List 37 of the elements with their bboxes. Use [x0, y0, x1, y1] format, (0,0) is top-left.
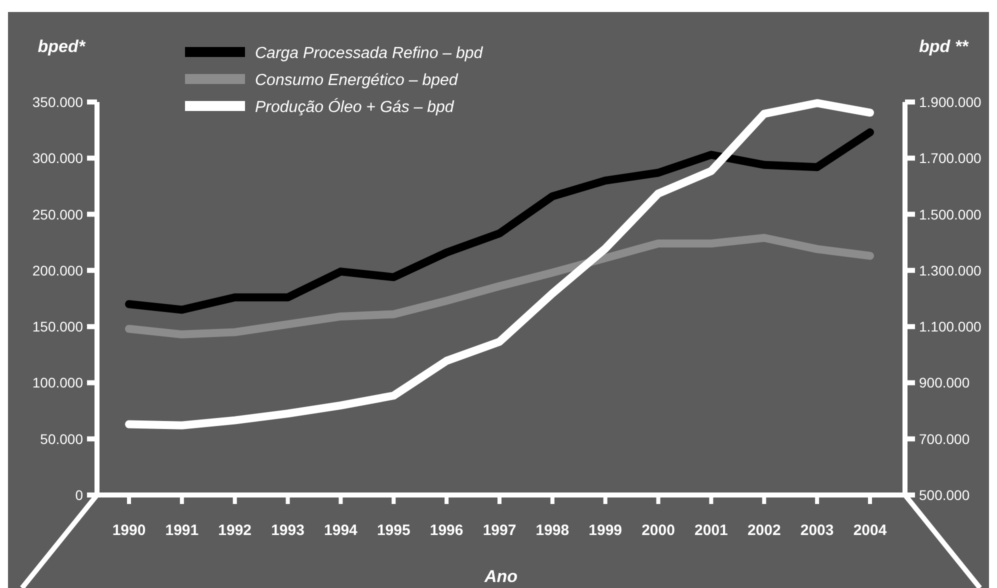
y-tick-label: 300.000 — [32, 150, 84, 166]
x-tick-label: 2003 — [800, 522, 834, 539]
x-tick-label: 1998 — [536, 522, 570, 539]
x-tick-label: 2001 — [694, 522, 728, 539]
y2-tick-label: 1.300.000 — [919, 262, 982, 278]
x-tick-label: 1997 — [482, 522, 516, 539]
x-tick-label: 1994 — [324, 522, 358, 539]
x-tick-label: 1993 — [271, 522, 304, 539]
legend-label: Carga Processada Refino – bpd — [255, 45, 484, 62]
legend-label: Consumo Energético – bped — [255, 72, 459, 89]
y-tick-label: 350.000 — [32, 94, 84, 110]
y-axis-title: bped* — [38, 37, 86, 56]
y2-tick-label: 1.500.000 — [919, 206, 982, 222]
y2-tick-label: 1.100.000 — [919, 318, 982, 335]
x-tick-label: 2004 — [853, 522, 888, 539]
x-tick-label: 1995 — [376, 522, 410, 539]
y2-tick-label: 1.900.000 — [919, 94, 982, 110]
y2-tick-label: 700.000 — [919, 430, 970, 447]
y2-axis-title: bpd ** — [919, 37, 970, 56]
x-axis-title: Ano — [483, 567, 518, 586]
y-tick-label: 100.000 — [32, 374, 84, 391]
y-tick-label: 0 — [75, 487, 84, 503]
x-tick-label: 1992 — [218, 522, 252, 539]
x-tick-label: 2000 — [642, 522, 675, 539]
x-tick-label: 1991 — [165, 522, 199, 539]
legend-label: Produção Óleo + Gás – bpd — [255, 98, 455, 116]
y-tick-label: 250.000 — [32, 206, 84, 222]
y2-tick-label: 500.000 — [919, 487, 970, 503]
x-tick-label: 1990 — [112, 522, 146, 539]
y2-tick-label: 900.000 — [919, 374, 970, 391]
y-tick-label: 50.000 — [40, 430, 84, 447]
x-tick-label: 1999 — [588, 522, 622, 539]
x-tick-label: 2002 — [747, 522, 781, 539]
y2-tick-label: 1.700.000 — [919, 150, 982, 166]
x-tick-label: 1996 — [430, 522, 464, 539]
y-tick-label: 200.000 — [32, 262, 84, 278]
y-tick-label: 150.000 — [32, 318, 84, 335]
